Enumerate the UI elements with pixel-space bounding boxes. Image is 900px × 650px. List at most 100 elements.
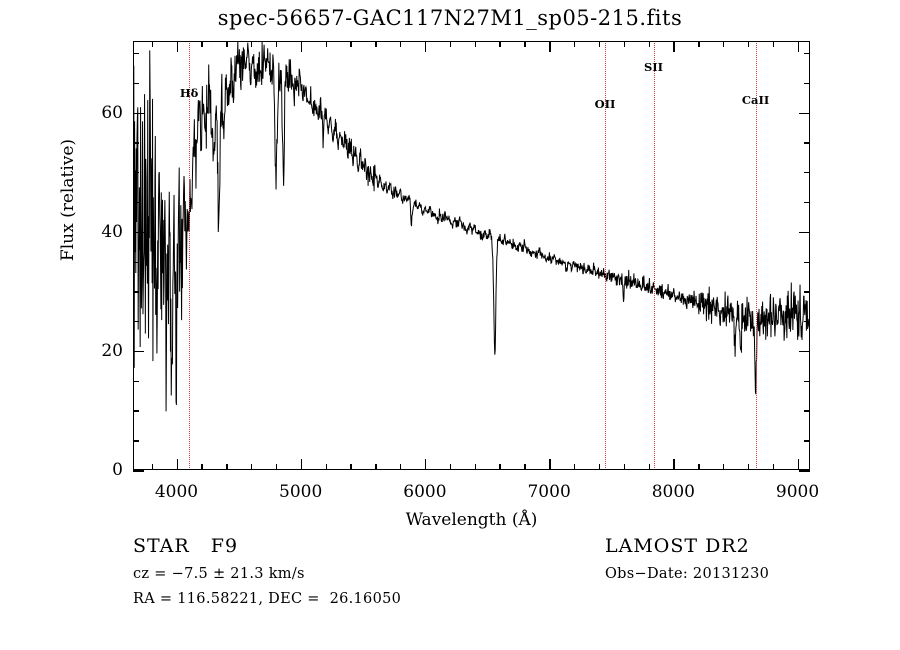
axis-tick xyxy=(133,82,139,85)
axis-tick xyxy=(133,440,139,442)
axis-tick xyxy=(133,350,144,353)
radial-velocity-label: cz = −7.5 ± 21.3 km/s xyxy=(133,566,305,582)
axis-tick xyxy=(300,41,303,52)
flux-trace xyxy=(133,41,810,411)
axis-tick xyxy=(133,470,144,472)
axis-tick xyxy=(325,41,327,47)
axis-tick xyxy=(598,464,601,470)
y-tick-label: 60 xyxy=(101,102,123,123)
axis-tick xyxy=(133,172,139,174)
axis-tick xyxy=(176,41,179,52)
axis-tick xyxy=(251,464,253,470)
axis-tick xyxy=(474,464,476,470)
axis-tick xyxy=(673,41,675,52)
axis-tick xyxy=(251,41,253,47)
axis-tick xyxy=(424,41,427,52)
axis-tick xyxy=(226,41,228,47)
line-marker-oii xyxy=(605,41,606,470)
axis-tick xyxy=(133,112,144,115)
axis-tick xyxy=(133,142,139,144)
axis-tick xyxy=(598,41,601,47)
axis-tick xyxy=(623,41,626,47)
axis-tick xyxy=(772,41,775,47)
y-tick-label: 0 xyxy=(112,460,123,480)
y-axis-title: Flux (relative) xyxy=(58,138,78,262)
axis-tick xyxy=(133,410,139,412)
page-title: spec-56657-GAC117N27M1_sp05-215.fits xyxy=(217,6,683,30)
axis-tick xyxy=(747,464,750,470)
axis-tick xyxy=(400,464,402,470)
axis-tick xyxy=(375,41,377,47)
coordinates-label: RA = 116.58221, DEC = 26.16050 xyxy=(133,591,402,607)
axis-tick xyxy=(275,464,278,470)
y-tick-label: 20 xyxy=(101,340,123,361)
axis-tick xyxy=(804,172,810,174)
axis-tick xyxy=(648,41,650,47)
axis-tick xyxy=(799,231,810,234)
line-label-oii: OII xyxy=(594,96,616,111)
line-marker-sii xyxy=(653,41,655,470)
y-tick-label: 40 xyxy=(101,221,123,242)
axis-tick xyxy=(226,464,228,470)
axis-tick xyxy=(449,464,452,470)
axis-tick xyxy=(176,459,179,470)
axis-tick xyxy=(804,261,810,263)
axis-tick xyxy=(747,41,750,47)
x-axis-title: Wavelength (Å) xyxy=(405,510,538,530)
line-label-sii: SII xyxy=(643,60,664,75)
axis-tick xyxy=(804,52,810,55)
axis-tick xyxy=(133,261,139,263)
axis-tick xyxy=(797,459,800,470)
axis-tick xyxy=(549,459,551,470)
axis-tick xyxy=(799,112,810,115)
object-class-label: STAR F9 xyxy=(133,535,239,557)
axis-tick xyxy=(133,291,139,293)
axis-tick xyxy=(325,464,327,470)
axis-tick xyxy=(797,41,800,52)
axis-tick xyxy=(449,41,452,47)
axis-tick xyxy=(799,350,810,353)
axis-tick xyxy=(549,41,551,52)
axis-tick xyxy=(133,52,139,55)
axis-tick xyxy=(499,41,501,47)
x-tick-label: 8000 xyxy=(651,482,695,502)
axis-tick xyxy=(524,464,526,470)
axis-tick xyxy=(275,41,278,47)
axis-tick xyxy=(300,459,303,470)
axis-tick xyxy=(350,41,352,47)
axis-tick xyxy=(804,321,810,323)
x-tick-label: 9000 xyxy=(775,482,820,502)
line-label-hδ: Hδ xyxy=(179,86,199,100)
footer-survey-info: LAMOST DR2 Obs−Date: 20131230 xyxy=(605,535,769,591)
axis-tick xyxy=(499,464,501,470)
x-tick-label: 7000 xyxy=(527,482,571,502)
axis-tick xyxy=(772,464,775,470)
axis-tick xyxy=(648,464,650,470)
line-label-caii: CaII xyxy=(741,92,770,107)
spectrum-curve xyxy=(133,41,810,470)
obs-date-label: Obs−Date: 20131230 xyxy=(605,566,770,582)
axis-tick xyxy=(350,464,352,470)
x-tick-label: 4000 xyxy=(154,482,199,502)
axis-tick xyxy=(804,380,810,382)
axis-tick xyxy=(133,201,139,204)
axis-tick xyxy=(424,459,427,470)
axis-tick xyxy=(799,470,810,472)
axis-tick xyxy=(201,464,203,470)
axis-tick xyxy=(623,464,626,470)
axis-tick xyxy=(201,41,203,47)
axis-tick xyxy=(400,41,402,47)
axis-tick xyxy=(723,464,725,470)
axis-tick xyxy=(151,464,153,470)
axis-tick xyxy=(673,459,675,470)
survey-release-label: LAMOST DR2 xyxy=(605,535,750,557)
axis-tick xyxy=(804,410,810,412)
axis-tick xyxy=(804,440,810,442)
axis-tick xyxy=(133,380,139,382)
x-tick-label: 5000 xyxy=(279,482,323,502)
axis-tick xyxy=(804,201,810,204)
axis-tick xyxy=(698,464,700,470)
axis-tick xyxy=(133,231,144,234)
axis-tick xyxy=(804,291,810,293)
